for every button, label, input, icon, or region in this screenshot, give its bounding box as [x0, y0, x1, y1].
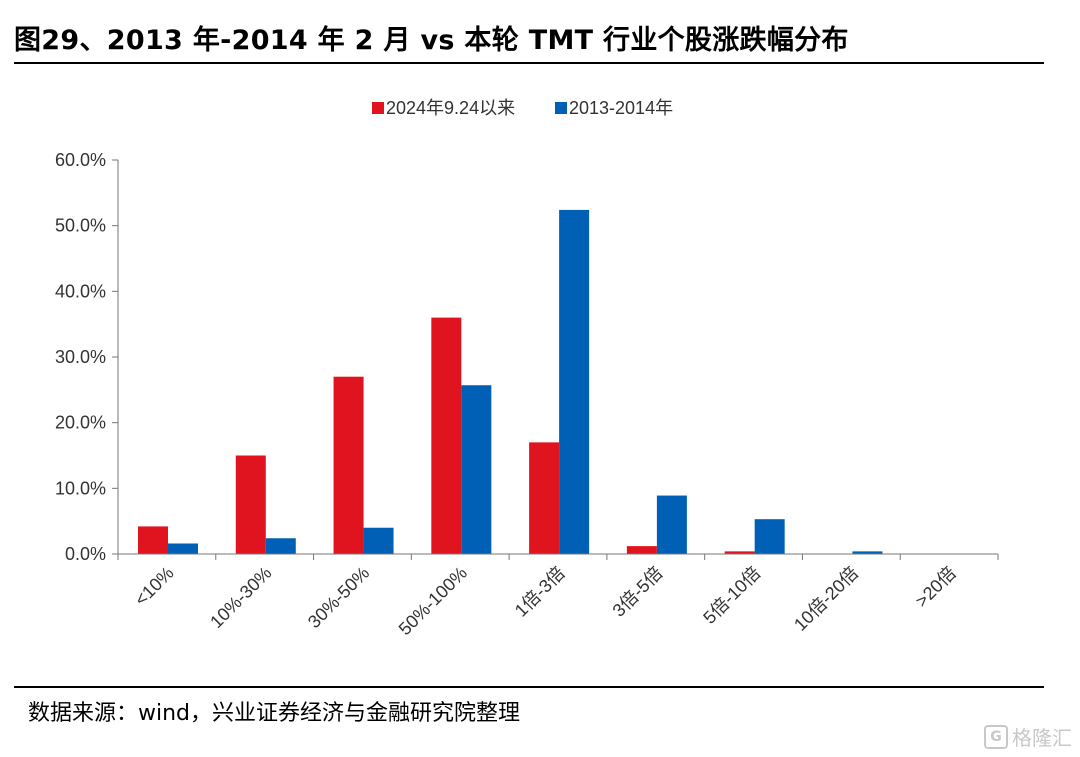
bar — [138, 526, 168, 554]
bar — [529, 442, 560, 554]
bar — [235, 455, 266, 554]
y-tick-label: 60.0% — [55, 150, 106, 170]
title-rule — [14, 62, 1044, 64]
watermark-logo-icon: G — [984, 724, 1008, 749]
y-tick-label: 30.0% — [55, 347, 106, 367]
bar — [724, 551, 755, 554]
bar — [168, 543, 198, 554]
bar — [431, 317, 462, 554]
bar — [754, 519, 785, 554]
x-axis: <10% 10%-30% 30%-50% 50%-100% 1倍-3倍 3倍-5倍 5倍-1… — [117, 553, 999, 639]
source-note: 数据来源：wind，兴业证券经济与金融研究院整理 — [28, 701, 521, 726]
bar — [265, 538, 296, 554]
bar — [852, 551, 883, 554]
x-tick-label: 1倍-3倍 — [511, 563, 569, 621]
bars — [138, 209, 883, 554]
y-tick-label: 10.0% — [55, 478, 106, 498]
y-tick-label: 0.0% — [65, 544, 106, 564]
x-tick-label: 50%-100% — [395, 563, 471, 639]
y-tick-label: 40.0% — [55, 281, 106, 301]
bar-chart: 2024年9.24以来 2013-2014年 0.0% 10.0% 20.0% 30.0… — [55, 98, 999, 639]
bar — [656, 495, 687, 554]
bar — [333, 376, 364, 554]
figure-title: 图29、2013 年-2014 年 2 月 vs 本轮 TMT 行业个股涨跌幅分… — [14, 25, 849, 56]
bar — [559, 209, 590, 554]
y-tick-label: 50.0% — [55, 216, 106, 236]
chart-legend: 2024年9.24以来 2013-2014年 — [372, 98, 673, 118]
watermark: G 格隆汇 — [984, 722, 1072, 751]
bar — [626, 546, 657, 554]
y-tick-label: 20.0% — [55, 413, 106, 433]
x-tick-label: 30%-50% — [304, 563, 373, 632]
legend-label: 2013-2014年 — [569, 98, 673, 118]
x-tick-label: 10倍-20倍 — [790, 563, 862, 635]
watermark-text: 格隆汇 — [1012, 726, 1072, 750]
legend-label: 2024年9.24以来 — [386, 98, 515, 118]
x-tick-label: 10%-30% — [206, 563, 275, 632]
x-tick-label: >20倍 — [911, 563, 959, 611]
source-rule — [14, 686, 1044, 688]
x-tick-label: <10% — [131, 563, 178, 610]
legend-swatch — [372, 102, 384, 114]
legend-swatch — [555, 102, 567, 114]
y-axis: 0.0% 10.0% 20.0% 30.0% 40.0% 50.0% 60.0% — [55, 150, 119, 564]
x-tick-label: 3倍-5倍 — [609, 563, 667, 621]
bar — [461, 385, 492, 554]
bar — [363, 527, 394, 554]
x-tick-label: 5倍-10倍 — [699, 563, 764, 628]
